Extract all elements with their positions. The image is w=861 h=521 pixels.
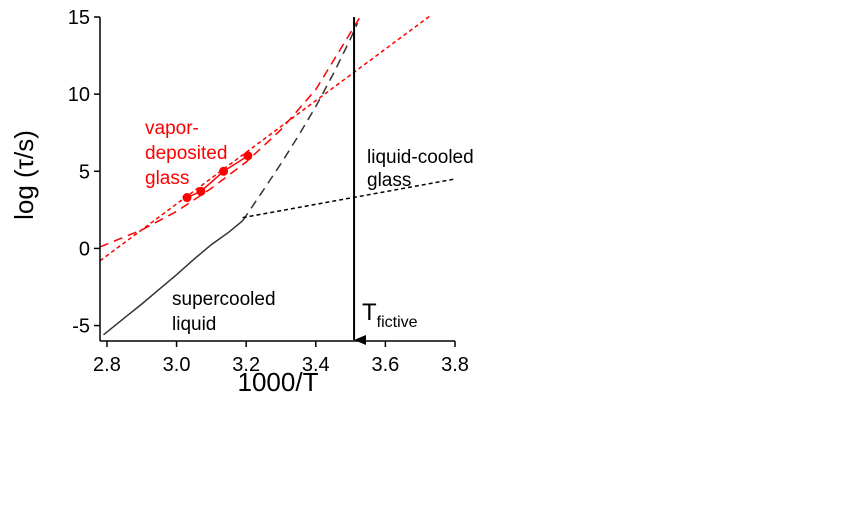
series-line-1	[242, 22, 359, 222]
y-tick-label: 10	[68, 84, 90, 106]
x-axis-label: 1000/T	[238, 367, 319, 397]
axes	[99, 17, 455, 342]
t-fictive-label: Tfictive	[362, 299, 418, 331]
x-tick-label: 3.0	[163, 354, 191, 376]
vapor-deposited-glass-label: vapor- deposited glass	[145, 118, 233, 189]
vapor-label-line-2: deposited	[145, 143, 227, 164]
x-tick-label: 3.4	[302, 354, 330, 376]
y-tick-label: -5	[72, 316, 90, 338]
vapor-label-line-1: vapor-	[145, 118, 199, 139]
series-line-3	[186, 155, 249, 199]
supercooled-liquid-label: supercooled liquid	[172, 289, 281, 335]
supercooled-label-line-2: liquid	[172, 314, 216, 335]
x-tick-label: 3.2	[232, 354, 260, 376]
data-point	[182, 193, 192, 203]
ticks: 2.8 3.0 3.2 3.4 3.6 3.8 -5 0 5 10 15	[68, 7, 469, 376]
t-fictive-subscript: fictive	[377, 314, 418, 331]
liquid-cooled-label-line-2: glass	[367, 170, 411, 191]
y-tick-label: 15	[68, 7, 90, 29]
x-tick-label: 3.6	[371, 354, 399, 376]
data-point	[196, 186, 206, 196]
y-tick-label: 0	[79, 238, 90, 260]
data-point	[219, 166, 229, 176]
t-fictive-main: T	[362, 299, 377, 326]
series-line-4	[99, 15, 362, 248]
plot-area	[99, 14, 456, 345]
x-tick-label: 3.8	[441, 354, 469, 376]
series-line-5	[99, 14, 432, 262]
x-tick-label: 2.8	[93, 354, 121, 376]
y-tick-label: 5	[79, 161, 90, 183]
series-line-0	[103, 220, 244, 336]
vapor-label-line-3: glass	[145, 168, 189, 189]
liquid-cooled-glass-label: liquid-cooled glass	[367, 147, 479, 191]
supercooled-label-line-1: supercooled	[172, 289, 276, 310]
y-axis-label: log (τ/s)	[9, 130, 39, 220]
data-point	[243, 151, 253, 161]
liquid-cooled-label-line-1: liquid-cooled	[367, 147, 474, 168]
series-line-2	[242, 178, 456, 219]
